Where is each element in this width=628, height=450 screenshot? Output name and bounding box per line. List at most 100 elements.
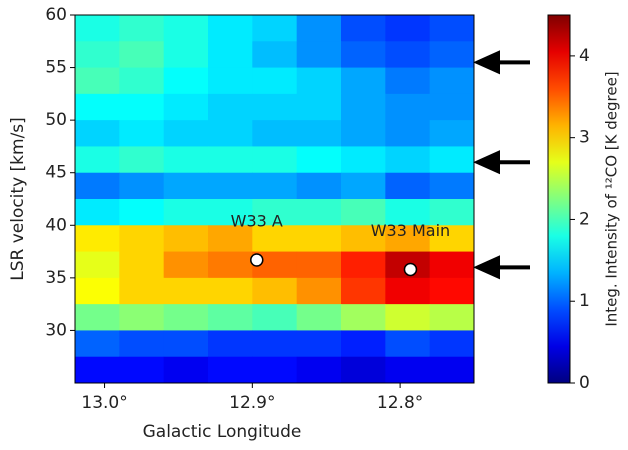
y-axis-label: LSR velocity [km/s] — [8, 117, 28, 281]
heatmap-cell — [429, 41, 475, 69]
heatmap-cell — [75, 172, 120, 200]
heatmap-cell — [208, 146, 253, 174]
heatmap-cell — [296, 15, 342, 42]
y-tick-label: 50 — [45, 110, 67, 130]
heatmap-cell — [75, 277, 120, 305]
heatmap-cell — [163, 277, 209, 305]
heatmap-cell — [341, 146, 386, 174]
heatmap-cell — [341, 172, 386, 200]
heatmap-cell — [119, 15, 165, 42]
heatmap-cell — [163, 330, 209, 358]
heatmap-cell — [208, 277, 253, 305]
heatmap-cell — [429, 67, 475, 95]
heatmap-cell — [385, 225, 431, 253]
heatmap-cell — [252, 330, 298, 358]
heatmap-cell — [252, 356, 298, 384]
heatmap-cell — [208, 356, 253, 384]
heatmap-cell — [341, 304, 386, 331]
y-tick-label: 30 — [45, 320, 67, 340]
heatmap-cell — [296, 67, 342, 95]
heatmap-cell — [75, 15, 120, 42]
heatmap-cell — [208, 225, 253, 253]
heatmap-cell — [296, 120, 342, 147]
heatmap-cell — [252, 15, 298, 42]
heatmap-cell — [296, 41, 342, 69]
heatmap-cell — [429, 93, 475, 121]
heatmap-cell — [341, 225, 386, 253]
heatmap-cell — [385, 15, 431, 42]
source-marker — [403, 262, 418, 277]
heatmap-cell — [385, 93, 431, 121]
heatmap-cell — [119, 172, 165, 200]
heatmap-cell — [385, 304, 431, 331]
colorbar-tick-label: 4 — [579, 46, 590, 66]
x-tick-label: 12.8° — [377, 393, 423, 413]
heatmap-cell — [385, 146, 431, 174]
heatmap-cell — [296, 172, 342, 200]
heatmap-cell — [163, 120, 209, 147]
colorbar-tick-label: 2 — [579, 209, 590, 229]
heatmap-cell — [208, 172, 253, 200]
heatmap-cell — [429, 356, 475, 384]
heatmap-cell — [385, 356, 431, 384]
heatmap-cell — [119, 41, 165, 69]
heatmap-cell — [119, 277, 165, 305]
heatmap-cell — [429, 146, 475, 174]
heatmap-cell — [385, 277, 431, 305]
heatmap-cell — [429, 304, 475, 331]
heatmap-cell — [163, 251, 209, 279]
heatmap-cell — [341, 93, 386, 121]
arrow — [473, 255, 530, 280]
heatmap-cell — [75, 251, 120, 279]
heatmap-cell — [385, 172, 431, 200]
heatmap-cell — [341, 330, 386, 358]
colorbar — [547, 14, 571, 384]
heatmap-cell — [119, 225, 165, 253]
heatmap-cell — [119, 304, 165, 331]
heatmap-cell — [75, 330, 120, 358]
heatmap-cell — [385, 41, 431, 69]
heatmap-cell — [75, 146, 120, 174]
heatmap-cell — [163, 146, 209, 174]
heatmap-cell — [296, 330, 342, 358]
heatmap-cell — [252, 67, 298, 95]
heatmap-cell — [341, 251, 386, 279]
heatmap-cell — [252, 146, 298, 174]
heatmap-cell — [341, 199, 386, 226]
heatmap-cell — [75, 304, 120, 331]
heatmap-cell — [296, 304, 342, 331]
heatmap-cell — [429, 251, 475, 279]
heatmap-cell — [385, 67, 431, 95]
plot-frame — [74, 14, 475, 384]
heatmap-cell — [163, 199, 209, 226]
x-axis-label: Galactic Longitude — [143, 422, 302, 442]
heatmap-cell — [341, 41, 386, 69]
heatmap-cell — [296, 225, 342, 253]
heatmap-cell — [163, 41, 209, 69]
heatmap-cell — [252, 304, 298, 331]
heatmap-cell — [429, 15, 475, 42]
heatmap-cell — [208, 120, 253, 147]
heatmap-cell — [163, 67, 209, 95]
heatmap-cell — [119, 251, 165, 279]
heatmap-cell — [296, 251, 342, 279]
heatmap-cell — [429, 277, 475, 305]
heatmap-cell — [163, 356, 209, 384]
y-tick-label: 45 — [45, 163, 67, 183]
colorbar-tick-label: 3 — [579, 128, 590, 148]
heatmap — [75, 15, 475, 384]
heatmap-cell — [341, 67, 386, 95]
heatmap-cell — [119, 120, 165, 147]
heatmap-cell — [429, 225, 475, 253]
heatmap-cell — [119, 199, 165, 226]
heatmap-cell — [75, 199, 120, 226]
heatmap-cell — [208, 199, 253, 226]
heatmap-cell — [296, 199, 342, 226]
heatmap-cell — [252, 172, 298, 200]
heatmap-cell — [119, 93, 165, 121]
heatmap-cell — [119, 330, 165, 358]
heatmap-cell — [208, 251, 253, 279]
heatmap-cell — [341, 120, 386, 147]
source-label: W33 Main — [371, 221, 450, 240]
